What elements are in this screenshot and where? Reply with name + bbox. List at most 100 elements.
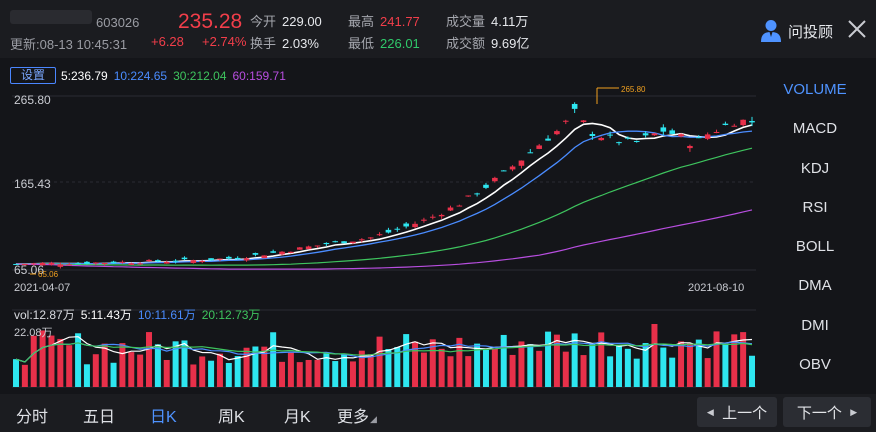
tab-five-day[interactable]: 五日 bbox=[83, 409, 116, 426]
volume-bar bbox=[75, 333, 82, 387]
open-label: 今开 bbox=[250, 14, 277, 29]
volume-legend-item: 5:11.43万 bbox=[80, 308, 132, 322]
candle-body bbox=[429, 216, 436, 218]
volume-bar bbox=[740, 332, 747, 387]
candle-body bbox=[22, 264, 28, 266]
candle-body bbox=[234, 257, 241, 260]
ma-legend-item: 5:236.79 bbox=[61, 69, 108, 83]
high-value: 241.77 bbox=[380, 14, 420, 29]
chart-panel bbox=[0, 58, 876, 394]
candle-body bbox=[48, 262, 55, 265]
volume-bar bbox=[101, 343, 108, 387]
volume-bar bbox=[83, 364, 90, 387]
tab-intraday[interactable]: 分时 bbox=[16, 409, 49, 426]
candle-body bbox=[474, 193, 480, 195]
volume-bar bbox=[66, 345, 73, 387]
indicator-macd[interactable]: MACD bbox=[792, 120, 838, 138]
high-label: 最高 bbox=[348, 14, 375, 29]
indicator-volume[interactable]: VOLUME bbox=[783, 81, 847, 98]
y-axis-bottom-label: 65.06 bbox=[14, 263, 44, 277]
volume-bar bbox=[367, 354, 374, 387]
volume-bar bbox=[208, 360, 215, 387]
volume-bar bbox=[39, 330, 46, 387]
kline-chart[interactable]: 265.80 165.43 65.06 2021-04-07 2021-08-1… bbox=[0, 58, 760, 394]
amount-value: 9.69亿 bbox=[491, 36, 530, 51]
candle-body bbox=[190, 260, 197, 263]
ma-legend: 5:236.79 10:224.65 30:212.04 60:159.71 bbox=[61, 69, 292, 83]
indicator-dma[interactable]: DMA bbox=[798, 277, 832, 295]
candle-body bbox=[492, 177, 498, 182]
candle-body bbox=[13, 263, 19, 265]
ma-legend-item: 30:212.04 bbox=[173, 69, 227, 83]
indicator-boll[interactable]: BOLL bbox=[795, 238, 835, 256]
volume-bar bbox=[607, 356, 614, 387]
volume-bar bbox=[642, 343, 649, 387]
volume-bar bbox=[261, 346, 268, 387]
volume-max-label: 22.08万 bbox=[14, 327, 53, 339]
tab-daily-k[interactable]: 日K bbox=[150, 409, 177, 426]
candle-body bbox=[279, 251, 285, 255]
volume-bar bbox=[172, 341, 179, 387]
volume-bar bbox=[447, 356, 454, 387]
volume-bar bbox=[13, 359, 19, 387]
candle-body bbox=[172, 260, 179, 262]
candle-body bbox=[500, 170, 507, 172]
volume-bar bbox=[598, 332, 605, 387]
volume-bar bbox=[243, 347, 250, 387]
candle-body bbox=[465, 195, 472, 197]
candle-body bbox=[527, 152, 534, 154]
volume-bar bbox=[562, 351, 569, 387]
candle-body bbox=[749, 120, 755, 123]
volume-bar bbox=[225, 362, 232, 387]
candle-body bbox=[412, 223, 418, 228]
volume-bar bbox=[376, 336, 383, 387]
candle-body bbox=[616, 142, 622, 144]
chart-settings-button[interactable]: 设置 bbox=[10, 67, 56, 84]
volume-bar bbox=[349, 361, 356, 387]
volume-bar bbox=[279, 361, 286, 387]
volume-legend: vol:12.87万 5:11.43万 10:11.61万 20:12.73万 bbox=[14, 306, 266, 323]
volume-bar bbox=[624, 348, 631, 387]
volume-bar bbox=[589, 342, 596, 387]
candle-body bbox=[545, 138, 551, 141]
ma-legend-item: 10:224.65 bbox=[113, 69, 168, 83]
candle-body bbox=[66, 264, 73, 266]
indicator-obv[interactable]: OBV bbox=[799, 356, 831, 374]
candle-body bbox=[101, 263, 108, 265]
candle-body bbox=[438, 214, 445, 217]
volume-ma5-line bbox=[15, 336, 753, 363]
prev-stock-button[interactable]: ◀ 上一个 bbox=[697, 397, 777, 427]
tab-weekly-k[interactable]: 周K bbox=[218, 409, 245, 426]
indicator-rsi[interactable]: RSI bbox=[802, 198, 828, 216]
ask-advisor-button[interactable]: 问投顾 bbox=[760, 18, 833, 44]
volume-bar bbox=[500, 334, 507, 387]
volume-bar bbox=[128, 352, 135, 387]
candle-body bbox=[651, 133, 658, 136]
volume-bar bbox=[48, 335, 55, 387]
indicator-kdj[interactable]: KDJ bbox=[800, 159, 830, 177]
indicator-dmi[interactable]: DMI bbox=[801, 316, 829, 334]
tab-monthly-k[interactable]: 月K bbox=[284, 409, 311, 426]
max-price-marker: 265.80 bbox=[596, 85, 646, 104]
candle-body bbox=[323, 242, 330, 245]
candle-body bbox=[199, 260, 206, 262]
high-stat: 最高 241.77 bbox=[348, 11, 420, 30]
next-stock-label: 下一个 bbox=[796, 404, 842, 422]
min-price-marker: 65.06 bbox=[30, 270, 59, 279]
left-triangle-icon: ◀ bbox=[706, 406, 714, 417]
volume-bar bbox=[731, 334, 738, 387]
volume-bar bbox=[296, 362, 303, 387]
tab-more-label: 更多 bbox=[337, 409, 370, 426]
right-triangle-icon: ▶ bbox=[850, 406, 858, 417]
candle-body bbox=[57, 264, 64, 267]
tab-more[interactable]: 更多◢ bbox=[337, 403, 377, 427]
volume-legend-item: 10:11.61万 bbox=[137, 308, 196, 322]
volume-bar bbox=[713, 331, 720, 387]
volume-label: 成交量 bbox=[446, 14, 486, 29]
last-price: 235.28 bbox=[178, 10, 243, 33]
close-icon[interactable] bbox=[846, 18, 868, 40]
next-stock-button[interactable]: 下一个 ▶ bbox=[783, 397, 871, 427]
candle-body bbox=[695, 137, 702, 139]
ma60-line bbox=[15, 209, 753, 270]
volume-bar bbox=[545, 331, 552, 387]
